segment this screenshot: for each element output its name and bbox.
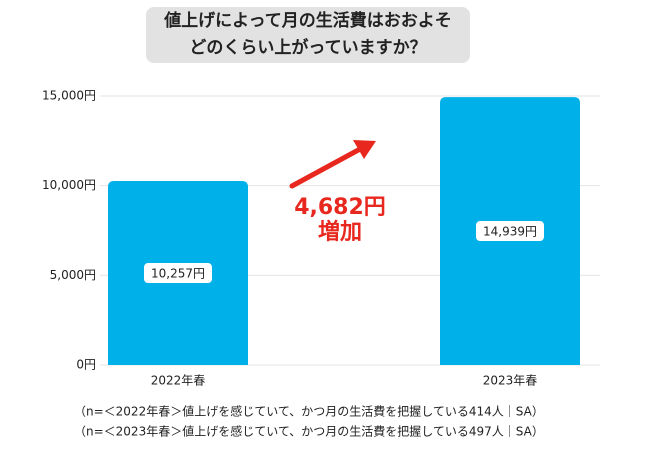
value-label-box	[476, 221, 544, 242]
chart-title: どのくらい上がっていますか？	[189, 37, 426, 58]
y-tick-label: 15,000円	[42, 89, 96, 103]
y-tick-label: 5,000円	[50, 268, 96, 282]
value-label-box	[144, 263, 212, 284]
y-tick-label: 10,000円	[42, 178, 96, 192]
footnote: （n=＜2023年春＞値上げを感じていて、かつ月の生活費を把握している497人｜…	[74, 424, 544, 439]
y-tick-label: 0円	[76, 358, 96, 372]
annotation: 4,682円	[294, 195, 386, 220]
x-tick-label: 2023年春	[483, 374, 538, 388]
annotation: 増加	[318, 219, 362, 245]
value-label: 14,939円	[483, 225, 537, 239]
footnote: （n=＜2022年春＞値上げを感じていて、かつ月の生活費を把握している414人｜…	[74, 404, 544, 419]
value-label: 10,257円	[151, 267, 205, 281]
chart-title: 値上げによって月の生活費はおおよそ	[163, 10, 452, 31]
title-box	[146, 7, 470, 63]
x-tick-label: 2022年春	[151, 374, 206, 388]
arrow	[289, 140, 376, 189]
